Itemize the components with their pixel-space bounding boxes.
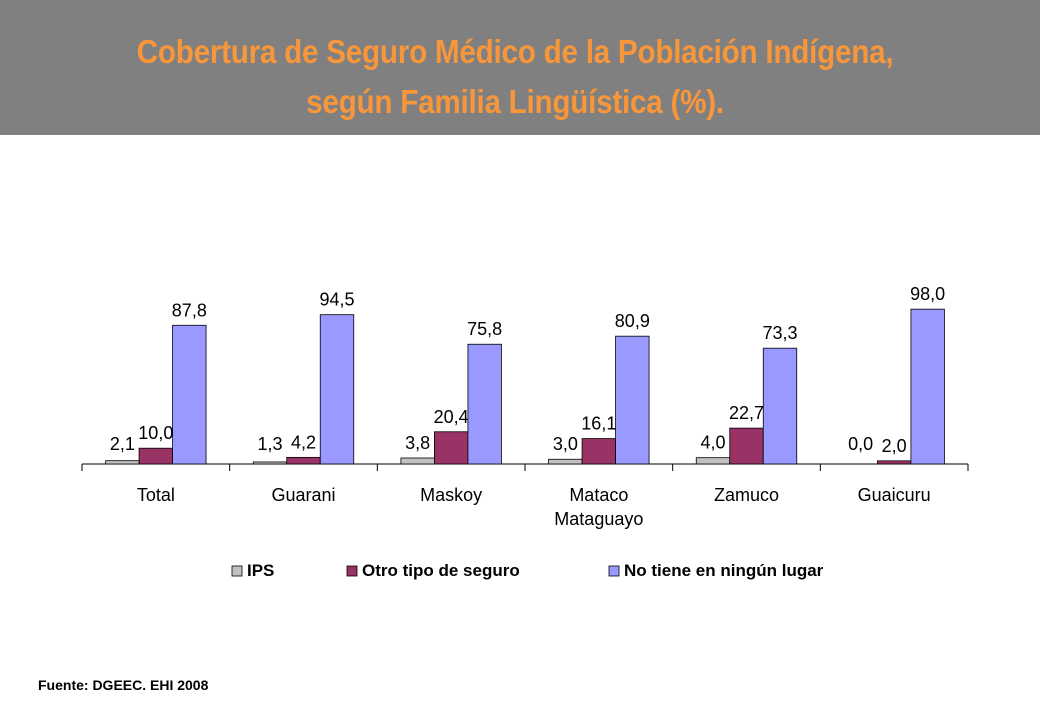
bar-chart: 2,110,0 87,8 Total 1,3 4,2 94,5 Guarani 3,820,4… — [81, 284, 969, 580]
legend-swatch — [231, 565, 243, 577]
x-tick-label: Guaicuru — [858, 485, 931, 505]
bar-otro-tipo-de-seguro-2 — [434, 431, 469, 465]
bar-ips-4 — [695, 457, 731, 465]
legend-label: IPS — [247, 561, 274, 580]
bar-ips-3 — [548, 458, 583, 465]
x-tick-label: Total — [137, 485, 175, 505]
chart-title-line-1: Cobertura de Seguro Médico de la Poblaci… — [136, 33, 894, 70]
title-banner — [0, 0, 1040, 135]
x-tick-label: Zamuco — [714, 485, 779, 505]
x-tick-label: Maskoy — [420, 485, 482, 505]
bar-otro-tipo-de-seguro-5 — [877, 460, 912, 465]
data-label: 0,0 — [848, 434, 873, 454]
x-tick-label: Mataguayo — [554, 509, 643, 529]
data-label: 22,7 — [729, 403, 764, 423]
legend-label: No tiene en ningún lugar — [624, 561, 824, 580]
data-label: 3,0 — [553, 434, 578, 454]
bar-otro-tipo-de-seguro-4 — [729, 427, 764, 465]
legend-label: Otro tipo de seguro — [362, 561, 520, 580]
bar-no-tiene-en-ning-n-lugar-3 — [615, 335, 650, 465]
data-label: 80,9 — [615, 311, 650, 331]
data-label: 87,8 — [172, 300, 207, 320]
bar-ips-1 — [252, 461, 288, 465]
bar-otro-tipo-de-seguro-1 — [286, 456, 321, 465]
data-label: 98,0 — [910, 284, 945, 304]
data-label: 16,1 — [581, 414, 616, 434]
bar-otro-tipo-de-seguro-3 — [581, 438, 616, 465]
bar-ips-2 — [400, 457, 435, 465]
data-label: 2,1 — [110, 434, 135, 454]
data-label: 2,0 — [882, 436, 907, 456]
bar-otro-tipo-de-seguro-0 — [138, 447, 173, 465]
data-label: 73,3 — [762, 323, 797, 343]
legend-swatch — [608, 565, 620, 577]
legend-swatch — [346, 565, 358, 577]
bar-no-tiene-en-ning-n-lugar-5 — [910, 308, 945, 465]
bar-ips-0 — [105, 460, 140, 465]
bar-no-tiene-en-ning-n-lugar-4 — [762, 347, 798, 465]
chart-title-line-2: según Familia Lingüística (%). — [306, 83, 724, 120]
bar-no-tiene-en-ning-n-lugar-1 — [319, 314, 355, 465]
data-label: 4,2 — [291, 432, 316, 452]
data-label: 94,5 — [319, 290, 354, 310]
x-tick-label: Mataco — [569, 485, 628, 505]
x-tick-label: Guarani — [271, 485, 335, 505]
data-label: 20,4 — [434, 407, 469, 427]
data-label: 3,8 — [405, 433, 430, 453]
data-label: 75,8 — [467, 319, 502, 339]
data-label: 4,0 — [700, 433, 725, 453]
bar-no-tiene-en-ning-n-lugar-2 — [467, 343, 502, 465]
bar-no-tiene-en-ning-n-lugar-0 — [172, 324, 207, 465]
source-note: Fuente: DGEEC. EHI 2008 — [38, 677, 209, 693]
data-label: 10,0 — [138, 423, 173, 443]
data-label: 1,3 — [257, 434, 282, 454]
